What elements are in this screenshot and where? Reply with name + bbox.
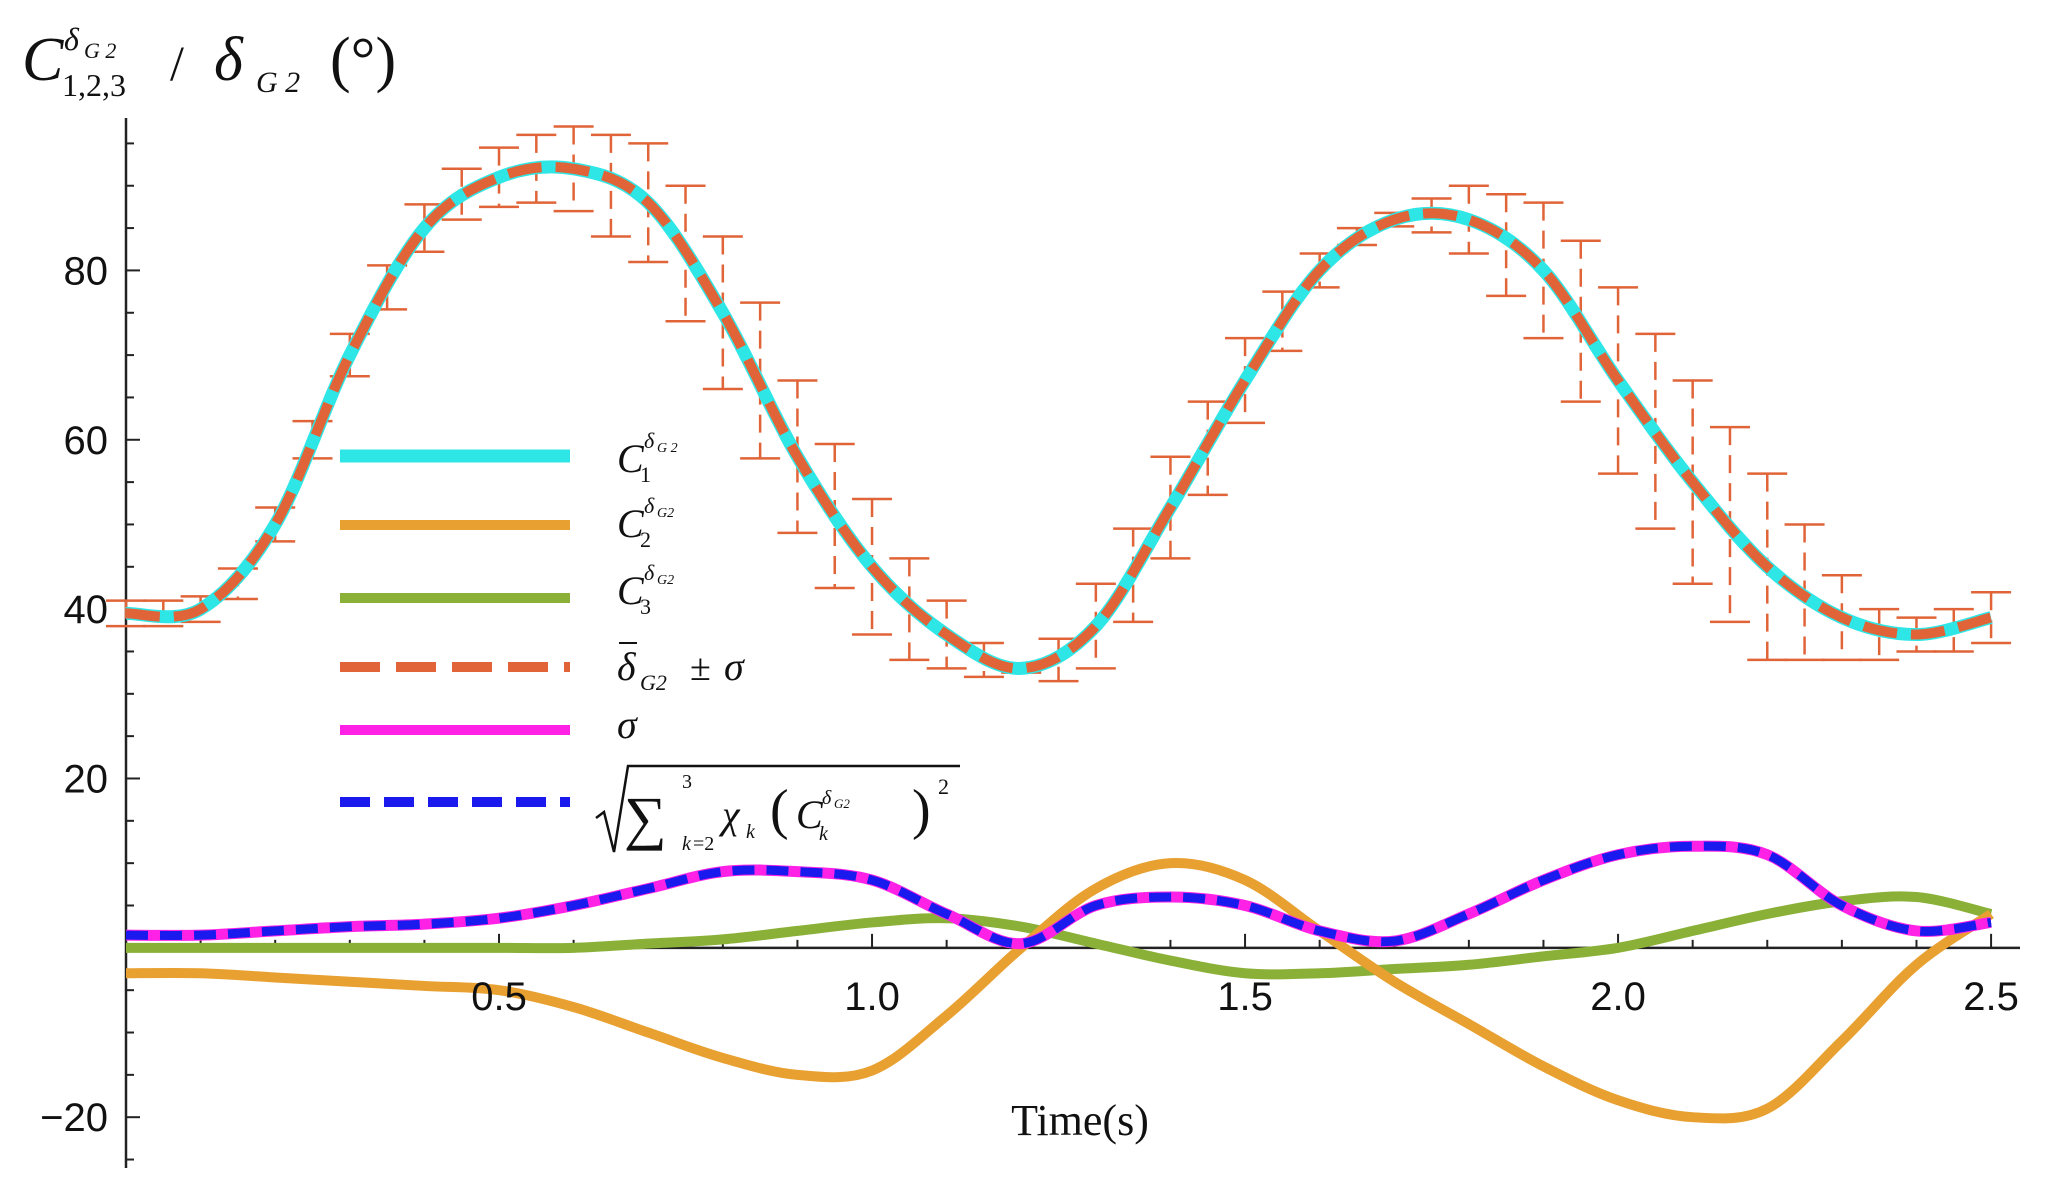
legend-label-c2: C 2 δ G2 [617,493,674,552]
svg-text:χ: χ [718,792,741,837]
error-bar [889,557,930,662]
y-axis-title-delta: δ [214,26,244,94]
error-bar [1859,607,1900,662]
svg-text:(: ( [770,779,789,841]
x-tick-label: 1.0 [844,975,900,1019]
svg-text:δ: δ [644,560,655,585]
svg-text:G 2: G 2 [657,441,678,456]
y-axis-title-sub: 1,2,3 [62,67,126,103]
svg-text:δ: δ [617,644,637,689]
svg-text:C: C [617,436,645,481]
legend-label-c3: C 3 δ G2 [617,560,674,619]
y-tick-label: 40 [64,588,109,632]
svg-text:C: C [796,792,824,837]
svg-text:2: 2 [938,774,949,799]
error-bar [590,133,631,238]
y-axis-title-delta-sub: G 2 [256,66,300,99]
x-axis-title: Time(s) [1011,1096,1149,1145]
svg-text:k: k [746,821,756,843]
svg-text:): ) [912,779,931,841]
svg-text:1: 1 [640,462,651,487]
x-tick-label: 2.5 [1963,975,2019,1019]
svg-text:G2: G2 [640,670,667,695]
error-bar [740,301,781,460]
legend-label-sqrt: ∑ 3 k =2 χ k ( C k δ G2 ) 2 [595,764,960,855]
svg-text:=2: =2 [693,833,714,855]
error-bar [441,167,482,221]
y-tick-label: 80 [64,249,109,293]
svg-text:2: 2 [640,527,651,552]
svg-text:δ: δ [644,428,655,453]
series-line-2 [125,891,1993,980]
legend-label-c1: C 1 δ G 2 [617,428,678,487]
error-bar [1933,607,1974,653]
svg-text:k: k [819,823,829,845]
error-bar [1971,590,2012,645]
svg-text:∑: ∑ [624,785,667,851]
svg-text:C: C [617,568,645,613]
series-line-5 [125,841,1992,949]
svg-text:G2: G2 [834,796,850,811]
series-lines [125,160,1994,1124]
x-tick-label: 2.0 [1590,975,1646,1019]
svg-text:δ: δ [644,493,655,518]
svg-text:σ: σ [724,644,745,689]
series-line-3 [125,161,1993,674]
svg-text:3: 3 [682,771,692,793]
svg-text:3: 3 [640,594,651,619]
y-axis-title: C δ G 2 1,2,3 / δ G 2 (°) [22,21,396,103]
error-bar [1560,239,1601,403]
svg-text:±: ± [690,647,711,689]
svg-text:G2: G2 [657,573,674,588]
legend: C 1 δ G 2 C 2 δ G2 C 3 δ G2 δ G2 ± σ σ [340,428,960,855]
error-bar [1187,400,1228,497]
svg-text:C: C [617,501,645,546]
x-tick-label: 0.5 [471,975,527,1019]
y-axis-title-c: C [22,26,64,94]
svg-text:G2: G2 [657,506,674,521]
y-tick-label: 20 [64,757,109,801]
legend-label-mean: δ G2 ± σ [617,642,745,695]
svg-text:k: k [682,833,692,855]
error-bar [1113,527,1154,624]
y-tick-label: −20 [40,1096,108,1140]
error-bar [777,379,818,535]
error-bar [702,235,743,391]
series-line-1 [125,857,1994,1124]
x-tick-label: 1.5 [1217,975,1273,1019]
svg-text:σ: σ [617,702,638,747]
y-axis-title-unit: (°) [330,26,396,94]
error-bar [1038,637,1079,683]
svg-text:δ: δ [822,787,832,809]
legend-label-sigma: σ [617,702,638,747]
y-axis-title-sup-g2: G 2 [84,38,116,63]
tick-labels: 0.5 1.0 1.5 2.0 2.5 −20 20 40 60 80 [40,249,2019,1140]
error-bar [1486,192,1527,298]
y-tick-label: 60 [64,419,109,463]
error-bar [1150,455,1191,560]
y-axis-title-sup-delta: δ [64,21,80,57]
y-axis-title-slash: / [170,35,184,91]
